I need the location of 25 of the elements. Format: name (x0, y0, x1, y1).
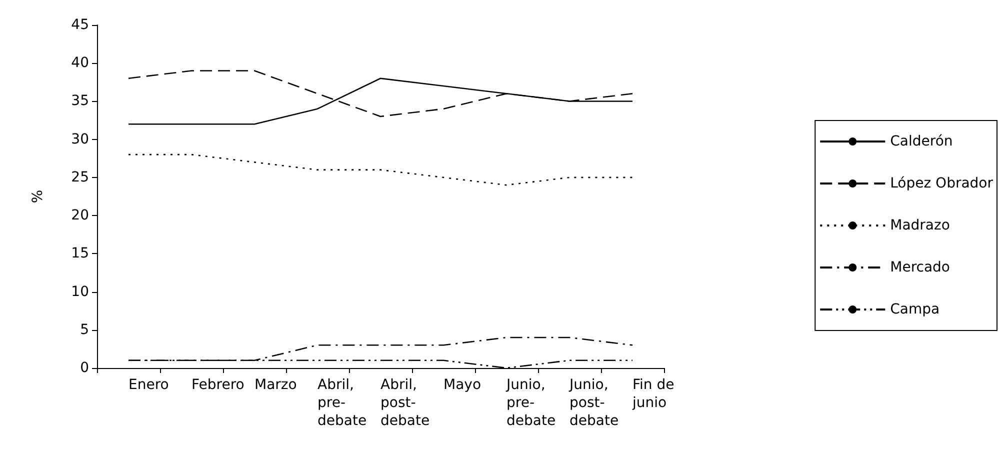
y-tick-label: 10 (71, 284, 89, 300)
y-tick-label: 25 (71, 169, 89, 186)
legend-label: Campa (890, 302, 940, 318)
x-tick-label: Abril, post-debate (380, 377, 430, 429)
legend-label: López Obrador (890, 176, 994, 192)
x-tick-label: Fin de junio (632, 377, 679, 411)
y-tick-label: 0 (80, 360, 89, 376)
y-tick-label: 20 (71, 208, 89, 224)
y-tick-label: 35 (71, 93, 89, 110)
y-tick-label: 30 (71, 131, 89, 148)
x-tick-label: Febrero (192, 377, 244, 393)
legend-label: Madrazo (890, 218, 950, 234)
y-tick-label: 40 (71, 55, 89, 72)
legend-label: Mercado (890, 260, 950, 276)
x-tick-label: Marzo (254, 377, 297, 393)
x-tick-label: Junio, pre-debate (506, 377, 556, 429)
y-tick-label: 15 (71, 246, 89, 262)
x-tick-label: Mayo (444, 377, 482, 393)
y-tick-label: 45 (71, 17, 89, 33)
y-tick-label: 5 (80, 322, 89, 338)
x-tick-label: Enero (128, 377, 169, 393)
x-tick-label: Junio, post-debate (568, 377, 619, 429)
y-axis-title: % (30, 190, 46, 204)
x-tick-label: Abril, pre-debate (318, 377, 367, 429)
legend-label: Calderón (890, 134, 953, 150)
